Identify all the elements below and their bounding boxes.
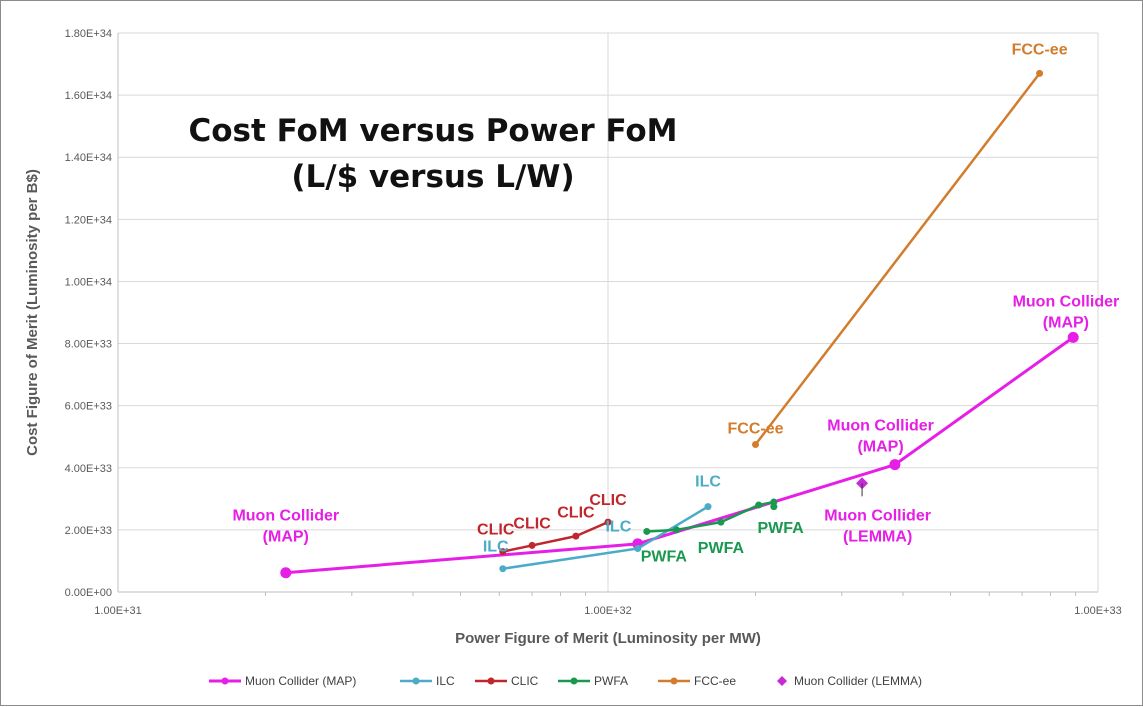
data-label: CLIC xyxy=(513,515,551,532)
data-point xyxy=(572,532,580,540)
y-tick-label: 1.60E+34 xyxy=(65,90,112,102)
legend-marker xyxy=(412,677,420,685)
legend-marker xyxy=(670,677,678,685)
data-label: ILC xyxy=(483,539,509,556)
data-label: (MAP) xyxy=(857,439,903,456)
y-tick-label: 1.40E+34 xyxy=(65,152,112,164)
data-label: (MAP) xyxy=(1043,314,1089,331)
y-tick-label: 8.00E+33 xyxy=(65,339,112,351)
x-tick-label: 1.00E+32 xyxy=(584,605,631,617)
data-point xyxy=(1036,69,1044,77)
data-label: ILC xyxy=(695,473,721,490)
legend-marker xyxy=(221,677,229,685)
data-label: FCC-ee xyxy=(727,421,783,438)
data-point xyxy=(717,518,725,526)
series-line xyxy=(285,336,1075,575)
y-tick-label: 4.00E+33 xyxy=(65,463,112,475)
legend-marker xyxy=(777,676,787,686)
data-label: ILC xyxy=(605,518,631,535)
data-point xyxy=(755,501,763,509)
data-label: (LEMMA) xyxy=(843,529,912,546)
y-tick-label: 0.00E+00 xyxy=(65,587,112,599)
chart-subtitle: (L/$ versus L/W) xyxy=(291,159,574,195)
legend-marker xyxy=(570,677,578,685)
series-line xyxy=(754,72,1041,446)
data-point xyxy=(499,548,507,556)
series-line xyxy=(502,520,609,553)
data-label: CLIC xyxy=(557,504,595,521)
data-label: PWFA xyxy=(698,540,745,557)
data-point xyxy=(528,541,536,549)
x-tick-label: 1.00E+31 xyxy=(94,605,141,617)
legend-label: Muon Collider (LEMMA) xyxy=(794,674,922,688)
data-point xyxy=(704,503,712,511)
y-tick-label: 6.00E+33 xyxy=(65,401,112,413)
y-tick-label: 1.00E+34 xyxy=(65,276,112,288)
y-tick-label: 1.20E+34 xyxy=(65,214,112,226)
legend-label: Muon Collider (MAP) xyxy=(245,674,356,688)
data-point xyxy=(634,545,642,553)
legend-label: ILC xyxy=(436,674,455,688)
y-tick-label: 1.80E+34 xyxy=(65,28,112,40)
legend-label: PWFA xyxy=(594,674,628,688)
data-point xyxy=(604,518,612,526)
data-point xyxy=(643,527,651,535)
data-point xyxy=(752,440,760,448)
legend-marker xyxy=(487,677,495,685)
chart-title: Cost FoM versus Power FoM xyxy=(188,113,677,149)
data-label: PWFA xyxy=(757,520,804,537)
data-label: CLIC xyxy=(477,522,515,539)
data-label: Muon Collider xyxy=(824,508,931,525)
data-label: FCC-ee xyxy=(1012,42,1068,59)
y-axis-title: Cost Figure of Merit (Luminosity per B$) xyxy=(24,169,41,456)
data-label: Muon Collider xyxy=(1013,293,1120,310)
y-tick-label: 2.00E+33 xyxy=(65,525,112,537)
data-label: Muon Collider xyxy=(232,508,339,525)
legend-label: CLIC xyxy=(511,674,539,688)
data-point xyxy=(499,565,507,573)
data-point xyxy=(889,459,901,471)
x-tick-label: 1.00E+33 xyxy=(1074,605,1121,617)
data-label: CLIC xyxy=(589,492,627,509)
data-label: (MAP) xyxy=(263,529,309,546)
data-point xyxy=(280,567,292,579)
legend-label: FCC-ee xyxy=(694,674,736,688)
data-point xyxy=(673,526,681,534)
data-label: PWFA xyxy=(641,549,688,566)
data-point xyxy=(770,503,778,511)
x-axis-title: Power Figure of Merit (Luminosity per MW… xyxy=(455,630,761,647)
data-label: Muon Collider xyxy=(827,418,934,435)
data-point xyxy=(1067,331,1079,343)
